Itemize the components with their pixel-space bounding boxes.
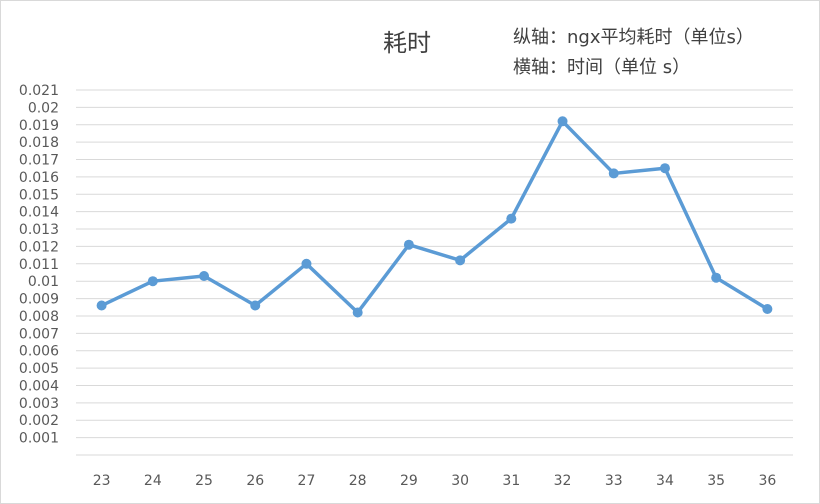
y-tick-label: 0.01 xyxy=(28,274,59,290)
y-tick-label: 0.006 xyxy=(19,344,59,360)
y-tick-label: 0.021 xyxy=(19,83,59,99)
y-tick-label: 0.008 xyxy=(19,309,59,325)
y-tick-label: 0.017 xyxy=(19,153,59,169)
y-tick-label: 0.007 xyxy=(19,326,59,342)
x-tick-label: 27 xyxy=(298,473,316,489)
data-point xyxy=(199,270,210,281)
x-tick-label: 36 xyxy=(758,473,776,489)
series-line xyxy=(99,119,770,315)
x-tick-label: 32 xyxy=(554,473,572,489)
y-tick-label: 0.014 xyxy=(19,205,59,221)
y-tick-label: 0.012 xyxy=(19,239,59,255)
y-tick-label: 0.015 xyxy=(19,187,59,203)
data-point xyxy=(659,163,670,174)
y-tick-label: 0.018 xyxy=(19,135,59,151)
y-tick-label: 0.004 xyxy=(19,378,59,394)
data-point xyxy=(506,213,517,224)
data-point xyxy=(608,168,619,179)
x-tick-label: 30 xyxy=(451,473,469,489)
x-tick-label: 25 xyxy=(195,473,213,489)
x-tick-label: 24 xyxy=(144,473,162,489)
data-point xyxy=(557,116,568,127)
x-axis-note: 横轴：时间（单位 s） xyxy=(513,57,691,78)
y-tick-label: 0.002 xyxy=(19,413,59,429)
data-point xyxy=(250,300,261,311)
y-tick-label: 0.016 xyxy=(19,170,59,186)
y-axis-note: 纵轴：ngx平均耗时（单位s） xyxy=(513,27,754,48)
x-tick-label: 26 xyxy=(246,473,264,489)
x-tick-label: 33 xyxy=(605,473,623,489)
x-tick-label: 35 xyxy=(707,473,725,489)
x-tick-label: 23 xyxy=(93,473,111,489)
chart-title: 耗时 xyxy=(383,29,431,57)
x-tick-label: 31 xyxy=(502,473,520,489)
data-point xyxy=(352,307,363,318)
data-point xyxy=(96,300,107,311)
y-tick-label: 0.019 xyxy=(19,118,59,134)
data-point xyxy=(403,239,414,250)
y-tick-label: 0.013 xyxy=(19,222,59,238)
y-tick-label: 0.005 xyxy=(19,361,59,377)
data-point xyxy=(711,272,722,283)
x-tick-label: 29 xyxy=(400,473,418,489)
data-point xyxy=(455,255,466,266)
y-tick-label: 0.011 xyxy=(19,257,59,273)
x-tick-label: 28 xyxy=(349,473,367,489)
data-point xyxy=(301,258,312,269)
data-point xyxy=(147,276,158,287)
y-tick-label: 0.003 xyxy=(19,396,59,412)
data-point xyxy=(762,304,773,314)
y-tick-label: 0.001 xyxy=(19,431,59,447)
y-tick-label: 0.02 xyxy=(28,100,59,116)
x-tick-label: 34 xyxy=(656,473,674,489)
y-tick-label: 0.009 xyxy=(19,292,59,308)
